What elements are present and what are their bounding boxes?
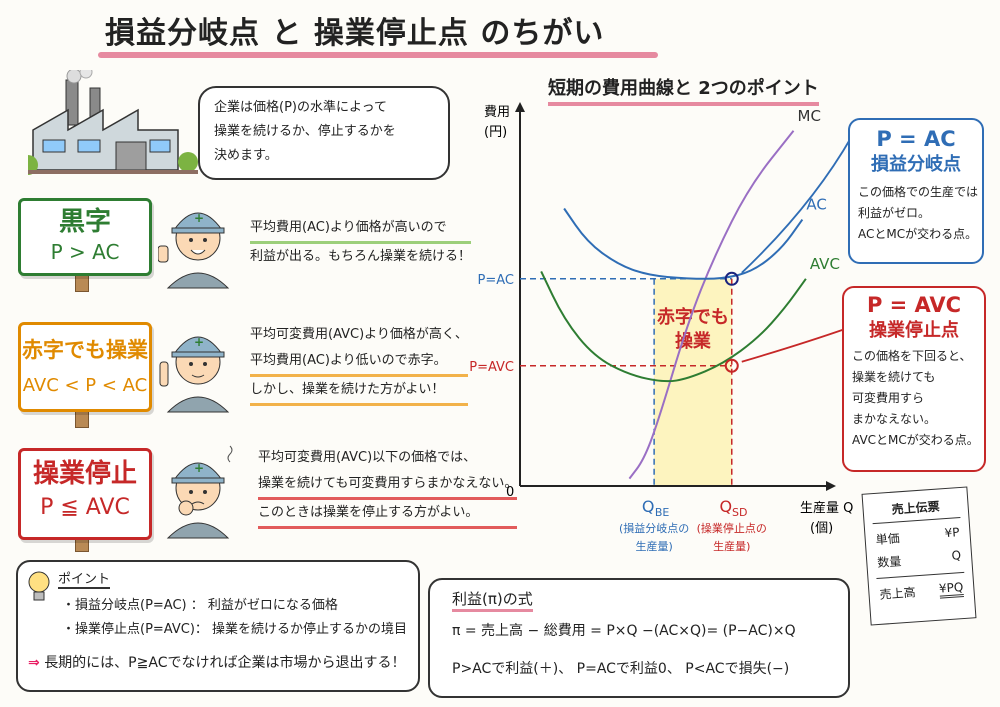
callout-break-even: P = AC 損益分岐点 この価格での生産では 利益がゼロ。 ACとMCが交わる… [848, 118, 984, 264]
callout-subtitle: 損益分岐点 [871, 154, 961, 175]
callout-line: まかなえない。 [852, 412, 937, 426]
curve-label-ac: AC [806, 196, 826, 214]
sign-loss-operate: 赤字でも操業 AVC < P < AC [18, 322, 152, 412]
sign-profit: 黒字 P > AC [18, 198, 152, 276]
x-axis-label: 生産量 Q [800, 500, 853, 516]
curve-ac [563, 207, 804, 280]
quantity-label: Q [642, 497, 655, 516]
case-line: 操業を続けても可変費用すらまかなえない。 [258, 471, 518, 500]
worker-happy-icon: + [158, 211, 230, 289]
point-box: ポイント ・損益分岐点(P=AC) ： 利益がゼロになる価格 ・操業停止点(P=… [16, 560, 420, 692]
y-axis-label: (円) [484, 125, 507, 140]
callout-title: P = AVC [866, 293, 962, 317]
curve-label-avc: AVC [810, 255, 840, 273]
quantity-caption: (操業停止点の [697, 521, 767, 535]
curve-mc [628, 130, 795, 480]
case-line: 平均可変費用(AVC)より価格が高く、 [250, 327, 468, 342]
x-axis-arrow-icon [826, 481, 836, 491]
case-line: 利益が出る。もちろん操業を続ける！ [250, 249, 472, 264]
intro-bubble: 企業は価格(P)の水準によって 操業を続けるか、停止するかを 決めます。 [198, 86, 450, 180]
sign-formula: P > AC [50, 240, 120, 264]
sales-receipt: 売上伝票 単価 ¥P 数量 Q 売上高 ¥PQ [861, 486, 977, 626]
factory-illustration [28, 70, 198, 175]
callout-line: ACとMCが交わる点。 [858, 227, 978, 241]
quantity-caption: 生産量) [635, 539, 672, 553]
break-even-point-marker [724, 271, 739, 286]
y-axis-arrow-icon [515, 102, 525, 112]
point-item: ・損益分岐点(P=AC) ： 利益がゼロになる価格 [62, 598, 338, 613]
curve-avc [540, 270, 807, 383]
price-level-label: P=AC [478, 273, 514, 288]
svg-text:+: + [194, 335, 204, 349]
case-line: 平均可変費用(AVC)以下の価格では、 [258, 450, 477, 465]
sign-title: 赤字でも操業 [22, 338, 148, 362]
profit-box: 利益(π)の式 π = 売上高 − 総費用 = P×Q −(AC×Q)= (P−… [428, 578, 850, 698]
arrow-icon: ⇒ [28, 655, 40, 671]
price-level-label: P=AVC [469, 360, 514, 375]
shutdown-point-marker [724, 358, 739, 373]
worker-worried-icon: + [166, 445, 233, 539]
callout-line: この価格での生産では [858, 185, 979, 199]
receipt-value: ¥P [944, 525, 960, 541]
intro-line: 決めます。 [214, 148, 278, 163]
title-underline [98, 52, 658, 58]
case-line: このときは操業を停止する方がよい。 [258, 500, 518, 529]
profit-formula: π = 売上高 − 総費用 = P×Q −(AC×Q)= (P−AC)×Q [452, 623, 796, 639]
intro-line: 企業は価格(P)の水準によって [214, 100, 387, 115]
profit-title: 利益(π)の式 [452, 588, 533, 612]
case-profit-text: 平均費用(AC)より価格が高いので 利益が出る。もちろん操業を続ける！ [250, 215, 472, 270]
callout-subtitle: 操業停止点 [869, 320, 959, 341]
case-loss-text: 平均可変費用(AVC)より価格が高く、 平均費用(AC)より低いので赤字。 しか… [250, 322, 468, 406]
quantity-subscript: SD [732, 506, 747, 519]
point-conclusion: 長期的には、P≧ACでなければ企業は市場から退出する！ [44, 655, 406, 671]
worker-pointing-icon: + [159, 335, 230, 413]
lightbulb-icon [28, 571, 50, 601]
point-item: ・操業停止点(P=AVC)： 操業を続けるか停止するかの境目 [62, 622, 408, 637]
receipt-label: 単価 [875, 531, 901, 547]
quantity-caption: (損益分岐点の [619, 521, 689, 535]
receipt-value: Q [951, 548, 962, 563]
quantity-label: Q [719, 497, 732, 516]
case-line: 平均費用(AC)より価格が高いので [250, 215, 472, 244]
page-title: 損益分岐点 と 操業停止点 のちがい [105, 16, 605, 51]
receipt-title: 売上伝票 [891, 499, 941, 517]
y-axis-label: 費用 [484, 105, 510, 120]
receipt-label: 数量 [876, 554, 902, 570]
sign-formula: AVC < P < AC [22, 375, 148, 396]
intro-line: 操業を続けるか、停止するかを [214, 124, 396, 139]
svg-text:+: + [194, 461, 204, 475]
receipt-total: ¥PQ [938, 580, 964, 599]
callout-line: 操業を続けても [852, 370, 936, 384]
callout-title: P = AC [876, 127, 956, 151]
profit-cases: P>ACで利益(＋)、 P=ACで利益0、 P<ACで損失(−) [452, 661, 790, 677]
x-axis-label: (個) [810, 521, 833, 536]
case-line: 平均費用(AC)より低いので赤字。 [250, 348, 468, 377]
sign-title: 黒字 [58, 207, 111, 237]
point-label: ポイント [58, 568, 111, 589]
sign-formula: P ≦ AVC [40, 495, 130, 520]
case-line: しかし、操業を続けた方がよい！ [250, 377, 468, 406]
callout-line: 可変費用すら [852, 391, 925, 405]
sign-shutdown: 操業停止 P ≦ AVC [18, 448, 152, 540]
callout-avc-arrow-icon [741, 327, 849, 363]
callout-line: 利益がゼロ。 [858, 206, 931, 220]
shaded-label: 赤字でも [657, 306, 729, 328]
receipt-label: 売上高 [879, 585, 917, 602]
curve-label-mc: MC [798, 107, 821, 125]
quantity-subscript: BE [655, 506, 670, 519]
case-shutdown-text: 平均可変費用(AVC)以下の価格では、 操業を続けても可変費用すらまかなえない。… [258, 445, 518, 529]
callout-line: この価格を下回ると、 [852, 349, 972, 363]
callout-shutdown: P = AVC 操業停止点 この価格を下回ると、 操業を続けても 可変費用すら … [842, 286, 986, 472]
chart-title: 短期の費用曲線と 2つのポイント [548, 74, 819, 106]
callout-ac-arrow-icon [741, 135, 853, 274]
callout-line: AVCとMCが交わる点。 [852, 433, 979, 447]
origin-label: 0 [506, 485, 514, 500]
quantity-caption: 生産量) [713, 539, 750, 553]
svg-text:+: + [194, 211, 204, 225]
sign-title: 操業停止 [32, 459, 137, 489]
